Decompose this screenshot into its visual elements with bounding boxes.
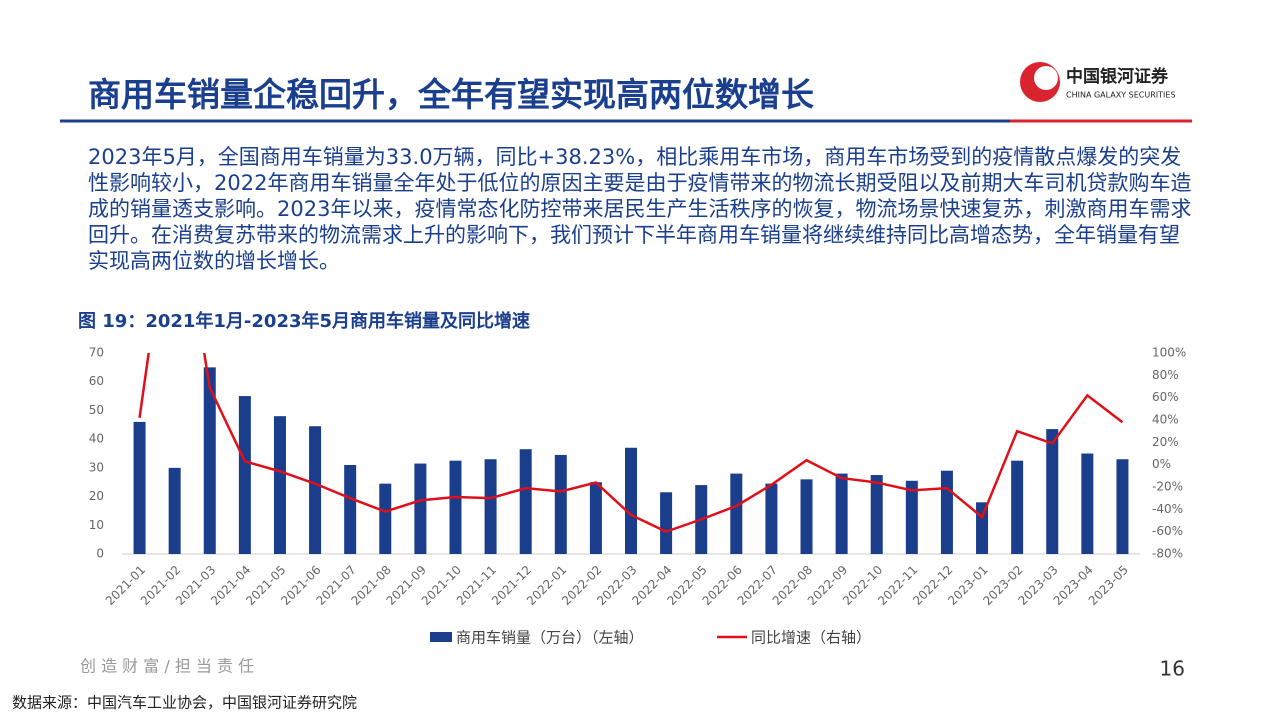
line	[138, 353, 1124, 534]
y-tick-label: 20	[89, 489, 104, 503]
bar	[660, 492, 673, 554]
legend-swatch	[430, 632, 452, 642]
logo-cn: 中国银河证券	[1066, 66, 1169, 87]
logo-en: CHINA GALAXY SECURITIES	[1066, 91, 1176, 100]
bar	[1046, 429, 1059, 554]
bar	[589, 482, 602, 554]
bar	[800, 479, 813, 554]
y-tick-label: 10	[89, 518, 104, 532]
bar	[133, 421, 146, 554]
bar	[519, 449, 532, 554]
y2-tick-label: 40%	[1152, 413, 1179, 427]
bar	[554, 454, 567, 554]
bar	[730, 473, 743, 554]
bar	[625, 447, 637, 554]
bar	[414, 463, 427, 554]
y2-tick-label: -40%	[1152, 502, 1183, 516]
bar	[273, 416, 286, 554]
y-tick-label: 60	[89, 374, 104, 388]
legend-label: 商用车销量（万台）（左轴）	[456, 629, 644, 647]
bar	[1011, 460, 1024, 554]
bar	[905, 480, 918, 554]
y-tick-label: 70	[89, 346, 104, 360]
y2-tick-label: 0%	[1152, 457, 1171, 471]
y2-tick-label: 80%	[1152, 368, 1179, 382]
y-tick-label: 40	[89, 432, 104, 446]
bar	[1116, 459, 1129, 554]
chart-title: 图 19：2021年1月-2023年5月商用车销量及同比增速	[78, 310, 530, 332]
page-number: 16	[1160, 657, 1185, 681]
y2-tick-label: 60%	[1152, 390, 1179, 404]
bar	[203, 367, 216, 554]
y-tick-label: 50	[89, 403, 104, 417]
bar	[344, 464, 357, 554]
logo-icon	[1034, 66, 1058, 90]
legend-label: 同比增速（右轴）	[751, 629, 871, 647]
y2-tick-label: -20%	[1152, 480, 1183, 494]
slogan: 创 造 财 富 / 担 当 责 任	[80, 657, 254, 676]
y2-tick-label: 100%	[1152, 346, 1186, 360]
bar	[379, 483, 392, 554]
bar	[765, 483, 778, 554]
bar	[168, 467, 181, 554]
y-tick-label: 30	[89, 460, 104, 474]
bar	[835, 473, 848, 554]
bar	[309, 426, 322, 554]
bar	[238, 396, 251, 554]
y-tick-label: 0	[96, 547, 104, 561]
bar	[484, 459, 497, 554]
bar	[449, 460, 462, 554]
bar	[870, 475, 883, 554]
paragraph: 2023年5月，全国商用车销量为33.0万辆，同比+38.23%，相比乘用车市场…	[88, 145, 1192, 273]
y2-tick-label: -80%	[1152, 547, 1183, 561]
bar	[940, 470, 953, 554]
y2-tick-label: 20%	[1152, 435, 1179, 449]
slide-title: 商用车销量企稳回升，全年有望实现高两位数增长	[88, 75, 814, 114]
y2-tick-label: -60%	[1152, 524, 1183, 538]
bar	[1081, 453, 1094, 554]
source: 数据来源：中国汽车工业协会，中国银河证券研究院	[12, 694, 357, 712]
